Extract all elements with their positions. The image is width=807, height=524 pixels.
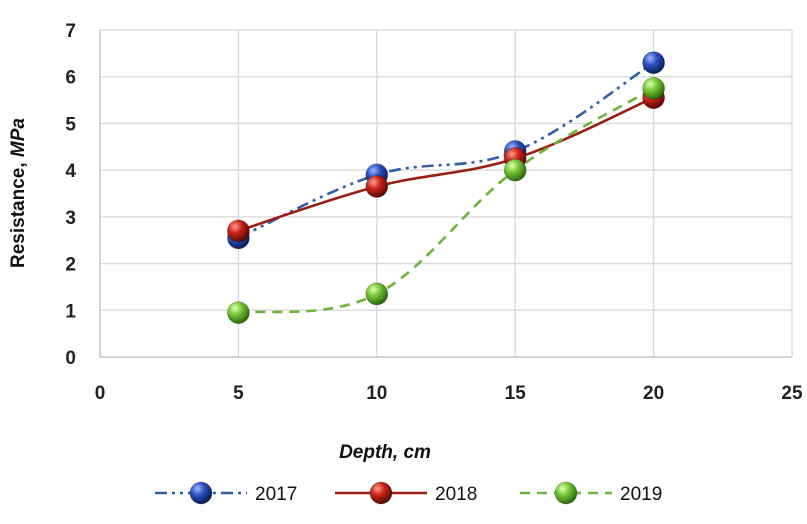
- x-tick-label-3: 15: [505, 383, 527, 404]
- data-point-2019-0: [226, 301, 250, 325]
- axes: [99, 30, 792, 358]
- data-point-2018-1: [365, 175, 389, 198]
- y-tick-label-0: 0: [65, 348, 76, 369]
- x-tick-label-0: 0: [95, 383, 106, 404]
- y-tick-label-5: 5: [65, 114, 76, 135]
- y-tick-label-4: 4: [65, 161, 76, 182]
- y-tick-label-7: 7: [65, 21, 76, 42]
- y-axis-title: Resistance, MPa: [8, 118, 29, 268]
- series-line-2018: [238, 96, 655, 233]
- data-point-2017-3: [642, 51, 665, 75]
- y-tick-label-3: 3: [65, 208, 76, 229]
- series-line-2019: [238, 87, 655, 314]
- data-point-2019-1: [365, 282, 389, 306]
- series-layer: [226, 51, 665, 325]
- x-tick-label-2: 10: [366, 383, 387, 404]
- gridlines: [100, 29, 793, 358]
- y-tick-label-1: 1: [65, 301, 76, 322]
- y-tick-label-6: 6: [65, 68, 76, 89]
- x-tick-label-5: 25: [781, 383, 803, 404]
- legend-label-2018: 2018: [435, 484, 477, 505]
- legend-marker-2018: [369, 481, 393, 505]
- legend: 2017 2018 2019: [155, 481, 662, 505]
- x-axis-title: Depth, cm: [339, 442, 431, 463]
- x-tick-label-1: 5: [233, 383, 244, 404]
- y-tick-label-2: 2: [65, 255, 76, 276]
- legend-label-2017: 2017: [255, 484, 297, 505]
- legend-marker-2017: [189, 481, 213, 505]
- data-point-2019-2: [503, 158, 527, 182]
- legend-label-2019: 2019: [620, 484, 662, 505]
- legend-marker-2019: [554, 481, 578, 505]
- series-line-2017: [237, 61, 655, 240]
- data-point-2018-0: [226, 219, 250, 243]
- x-tick-labels: 0 5 10 15 20 25: [95, 383, 803, 404]
- data-point-2019-3: [642, 76, 665, 100]
- x-tick-label-4: 20: [643, 383, 664, 404]
- y-tick-labels: 0 1 2 3 4 5 6 7: [65, 21, 76, 369]
